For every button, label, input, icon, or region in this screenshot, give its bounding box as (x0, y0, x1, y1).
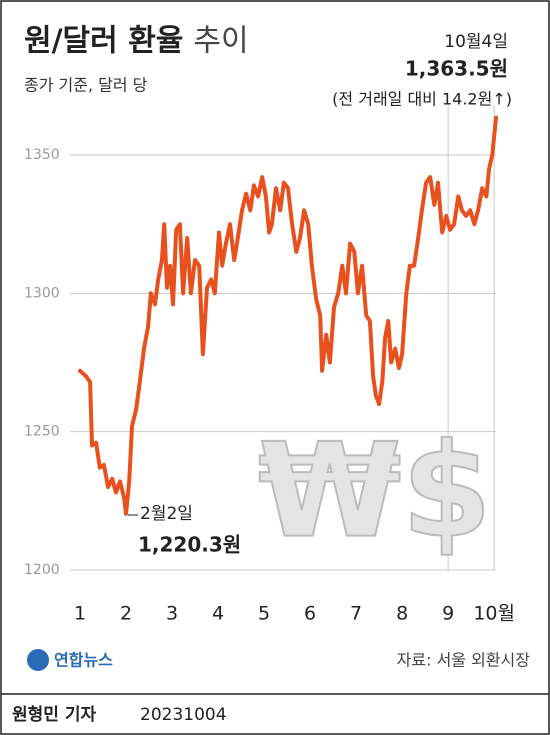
annotation: (전 거래일 대비 14.2원↑) (332, 90, 512, 109)
y-tick-label: 1200 (24, 562, 60, 578)
byline: 원형민 기자 (12, 704, 96, 725)
annotation: 1,220.3원 (138, 533, 241, 557)
x-tick-label: 5 (258, 603, 270, 625)
x-tick-label: 1 (74, 603, 86, 625)
annotation: 2월2일 (140, 504, 193, 524)
y-tick-label: 1250 (24, 424, 60, 440)
data-line (78, 115, 498, 516)
x-tick-label: 6 (304, 603, 316, 625)
x-tick-label: 4 (212, 603, 224, 625)
y-tick-label: 1350 (24, 147, 60, 163)
date: 20231004 (140, 705, 227, 725)
annotation: 1,363.5원 (405, 57, 508, 81)
x-tick-label: 8 (396, 603, 408, 625)
logo: 연합뉴스 (54, 651, 113, 670)
chart-title: 원/달러 환율 (24, 24, 183, 59)
x-tick-label: 10월 (473, 603, 515, 625)
currency-symbol: ₩$ (258, 415, 492, 567)
x-tick-label: 2 (120, 603, 132, 625)
subtitle: 종가 기준, 달러 당 (24, 76, 148, 95)
chart-title-suffix: 추이 (193, 24, 248, 59)
x-tick-label: 9 (442, 603, 454, 625)
source: 자료: 서울 외환시장 (397, 651, 531, 670)
x-tick-label: 7 (350, 603, 362, 625)
y-tick-label: 1300 (24, 285, 60, 301)
annotation: 10월4일 (444, 32, 508, 52)
x-tick-label: 3 (166, 603, 178, 625)
logo-icon (27, 649, 49, 671)
